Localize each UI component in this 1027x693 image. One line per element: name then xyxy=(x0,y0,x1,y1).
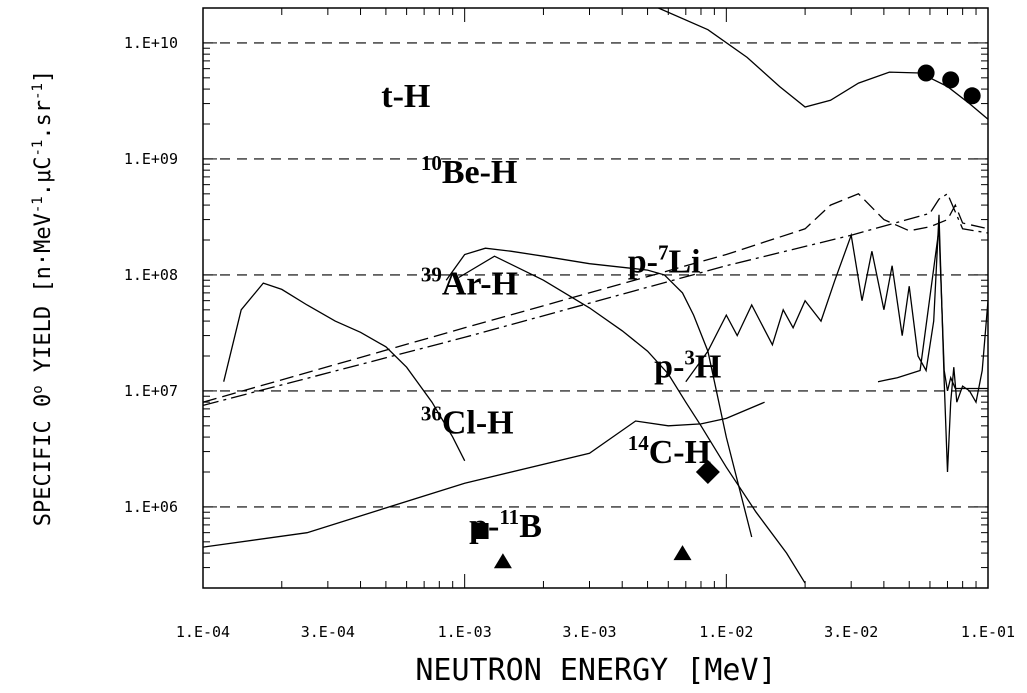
marker-triangle-5 xyxy=(493,553,512,569)
annotation-li: p-7Li xyxy=(628,240,701,280)
x-axis-title: NEUTRON ENERGY [MeV] xyxy=(415,653,776,688)
series-36Cl-H xyxy=(223,282,466,462)
marker-circle-1 xyxy=(942,71,960,89)
marker-diamond-3 xyxy=(695,460,720,484)
annotation-cl: 36Cl-H xyxy=(421,401,514,441)
annotation-c14: 14C-H xyxy=(628,431,711,471)
series-t-H xyxy=(658,8,988,120)
marker-circle-0 xyxy=(917,64,935,82)
y-tick-label: 1.E+08 xyxy=(124,266,178,284)
annotation-ar: 39Ar-H xyxy=(421,262,518,302)
marker-triangle-6 xyxy=(673,545,692,561)
plot-frame xyxy=(202,7,989,589)
y-axis-title: SPECIFIC 0o YIELD [n·MeV-1.μC-1.sr-1] xyxy=(30,70,56,526)
series-14C-H xyxy=(203,401,765,548)
marker-circle-2 xyxy=(963,87,981,105)
marker-group xyxy=(472,64,981,569)
annotation-be: 10Be-H xyxy=(421,151,518,191)
x-tick-label: 1.E-03 xyxy=(438,623,492,641)
x-tick-label: 3.E-04 xyxy=(301,623,355,641)
annotation-h3: p-3H xyxy=(654,346,721,386)
x-tick-label: 1.E-01 xyxy=(961,623,1015,641)
y-tick-label: 1.E+10 xyxy=(124,34,178,52)
series-p-7Li xyxy=(203,193,988,403)
series-p-3H xyxy=(685,214,988,473)
y-tick-label: 1.E+09 xyxy=(124,150,178,168)
annotation-group: t-H 10Be-H 39Ar-H p-7Li p-3H 36Cl-H 14C-H p-11B xyxy=(381,78,721,545)
annotation-b11: p-11B xyxy=(469,505,542,545)
x-tick-label: 3.E-02 xyxy=(824,623,878,641)
series-p-7Li-b xyxy=(203,192,988,407)
series-group xyxy=(203,8,988,584)
x-tick-label: 3.E-03 xyxy=(562,623,616,641)
marker-square-4 xyxy=(472,523,489,540)
x-tick-label: 1.E-04 xyxy=(176,623,230,641)
y-tick-label: 1.E+06 xyxy=(124,498,178,516)
annotation-tH: t-H xyxy=(381,78,430,115)
grid-lines xyxy=(203,42,988,508)
series-39Ar-H-b xyxy=(458,255,806,584)
tick-group: 1.E-04 3.E-04 1.E-03 3.E-03 1.E-02 3.E-02 1.E-… xyxy=(124,7,1015,641)
series-p-3H-b xyxy=(877,228,988,392)
x-tick-label: 1.E-02 xyxy=(699,623,753,641)
y-tick-label: 1.E+07 xyxy=(124,382,178,400)
